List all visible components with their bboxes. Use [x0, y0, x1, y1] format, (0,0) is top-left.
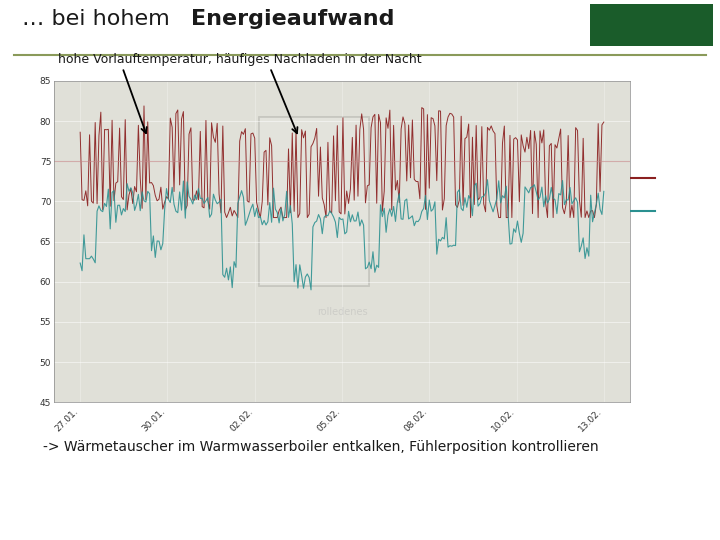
Text: Speicher: Speicher	[657, 214, 690, 224]
Bar	[259, 117, 369, 286]
Bar	[590, 3, 713, 45]
Text: Energieaufwand: Energieaufwand	[191, 9, 395, 29]
Text: System: System	[657, 181, 685, 190]
Text: -> Wärmetauscher im Warmwasserboiler entkalken, Fühlerposition kontrollieren: -> Wärmetauscher im Warmwasserboiler ent…	[43, 440, 599, 454]
Text: Dr. Stephan Ruhl: Dr. Stephan Ruhl	[526, 504, 602, 514]
Text: hohe Vorlauftemperatur, häufiges Nachladen in der Nacht: hohe Vorlauftemperatur, häufiges Nachlad…	[58, 53, 421, 66]
Text: Warmwassersp.: Warmwassersp.	[657, 202, 718, 211]
Text: Vorlauft.: Vorlauft.	[657, 170, 690, 179]
Text: Messwertgestützte Analyse und Optimierung von Heizungsanlagen  mit dem Anlagen E: Messwertgestützte Analyse und Optimierun…	[14, 504, 425, 514]
Text: Folie 46: Folie 46	[652, 504, 687, 514]
Text: … bei hohem: … bei hohem	[22, 9, 176, 29]
Text: rolledenes: rolledenes	[317, 307, 367, 318]
